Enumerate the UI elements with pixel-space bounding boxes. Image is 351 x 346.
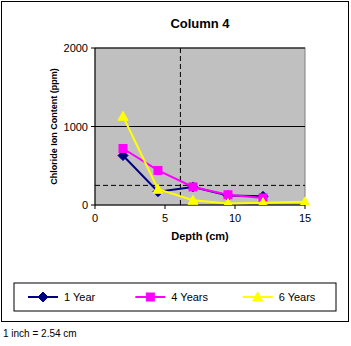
data-point [189,183,197,191]
y-tick-label: 1000 [64,121,88,133]
data-point [118,111,128,120]
data-point [188,195,198,204]
x-axis [95,205,305,206]
grid-line [95,48,305,49]
grid-line [95,126,305,127]
data-point [153,184,163,193]
data-point [154,166,162,174]
data-point [119,144,127,152]
y-axis-label: Chloride Ion Content (ppm) [49,68,59,184]
x-tick [95,205,96,209]
data-point [188,182,198,192]
legend-label: 4 Years [171,291,208,303]
legend-label: 6 Years [279,291,316,303]
legend-marker [146,293,154,301]
legend-marker [38,292,48,302]
plot-area [95,48,305,205]
chart-frame [2,2,349,322]
y-tick-label: 0 [82,199,88,211]
data-point [258,198,268,205]
series-line [123,116,305,203]
annotation: 1 inch = 2.54 cm [3,328,77,339]
legend-marker [253,292,263,301]
data-point [300,197,310,205]
series-line [123,148,263,197]
y-tick-label: 2000 [64,42,88,54]
y-tick [91,48,95,49]
data-point [223,198,233,205]
reference-line [95,185,305,186]
legend-label: 1 Year [64,291,96,303]
x-tick-label: 15 [299,212,311,224]
x-axis-label: Depth (cm) [171,230,229,242]
x-tick [235,205,236,209]
x-tick-label: 0 [92,212,98,224]
y-tick [91,126,95,127]
x-tick [305,205,306,209]
series-group [118,111,310,205]
legend [14,283,336,311]
x-tick-label: 5 [162,212,168,224]
y-tick [91,205,95,206]
x-tick-label: 10 [229,212,241,224]
chart: Column 4 0 1000 2000 0 5 10 15 Depth (cm) Chlorid… [0,0,351,346]
x-tick [165,205,166,209]
title: Column 4 [170,16,230,31]
